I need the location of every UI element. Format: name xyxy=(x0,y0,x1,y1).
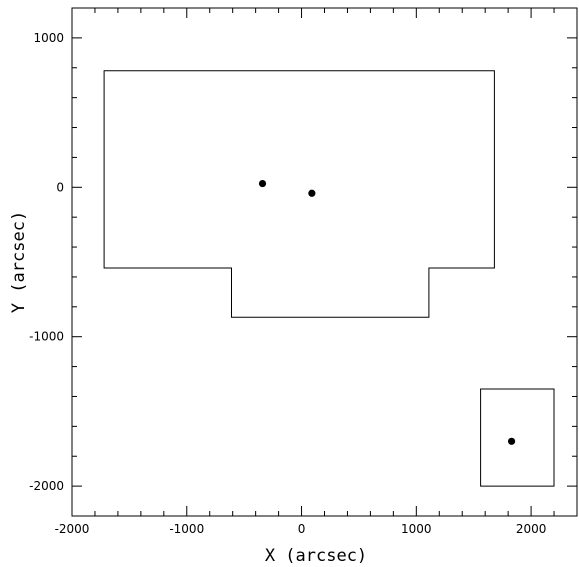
y-tick-label: -1000 xyxy=(29,330,64,344)
x-axis-label: X (arcsec) xyxy=(265,546,367,566)
field-outlines xyxy=(103,70,555,487)
y-tick-labels: -2000 -1000 0 1000 xyxy=(29,31,64,493)
x-tick-label: -1000 xyxy=(169,522,204,536)
x-tick-label: -2000 xyxy=(55,522,90,536)
small-field-outline xyxy=(480,388,555,487)
x-tick-label: 2000 xyxy=(516,522,547,536)
x-tick-label: 1000 xyxy=(401,522,432,536)
y-tick-label: 1000 xyxy=(33,31,64,45)
y-tick-label: 0 xyxy=(56,180,64,194)
axis-ticks xyxy=(71,7,578,517)
y-tick-label: -2000 xyxy=(29,479,64,493)
field-outline xyxy=(103,70,495,318)
data-point xyxy=(308,189,316,197)
y-axis-label: Y (arcsec) xyxy=(9,211,29,313)
data-point xyxy=(507,437,516,445)
data-points xyxy=(258,179,516,445)
plot-frame xyxy=(71,7,578,517)
x-tick-label: 0 xyxy=(298,522,306,536)
x-tick-labels: -2000 -1000 0 1000 2000 xyxy=(55,522,547,536)
data-point xyxy=(258,179,267,188)
